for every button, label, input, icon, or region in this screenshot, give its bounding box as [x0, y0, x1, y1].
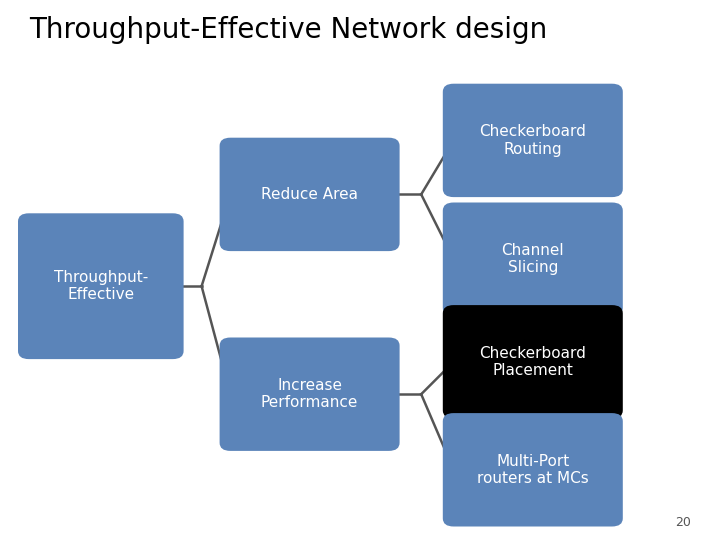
FancyBboxPatch shape [443, 84, 623, 197]
FancyBboxPatch shape [443, 413, 623, 526]
Text: Throughput-
Effective: Throughput- Effective [54, 270, 148, 302]
FancyBboxPatch shape [443, 202, 623, 316]
Text: Reduce Area: Reduce Area [261, 187, 358, 202]
FancyBboxPatch shape [220, 138, 400, 251]
Text: Channel
Slicing: Channel Slicing [502, 243, 564, 275]
Text: 20: 20 [675, 516, 691, 529]
Text: Checkerboard
Routing: Checkerboard Routing [480, 124, 586, 157]
Text: Checkerboard
Placement: Checkerboard Placement [480, 346, 586, 378]
Text: Throughput-Effective Network design: Throughput-Effective Network design [29, 16, 547, 44]
Text: Multi-Port
routers at MCs: Multi-Port routers at MCs [477, 454, 589, 486]
FancyBboxPatch shape [443, 305, 623, 418]
FancyBboxPatch shape [220, 338, 400, 451]
Text: Increase
Performance: Increase Performance [261, 378, 359, 410]
FancyBboxPatch shape [18, 213, 184, 359]
